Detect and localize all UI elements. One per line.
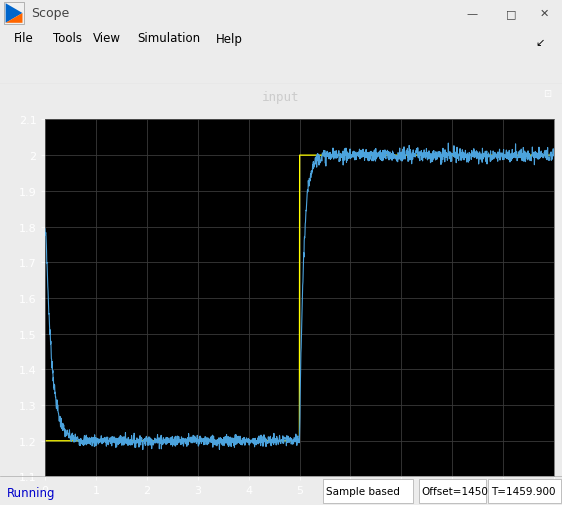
Text: File: File: [14, 32, 34, 45]
Text: ✕: ✕: [540, 9, 549, 19]
Text: ⊡: ⊡: [543, 89, 551, 99]
Text: T=1459.900: T=1459.900: [491, 486, 555, 496]
Text: —: —: [466, 9, 478, 19]
Bar: [323, 479, 413, 502]
Text: Simulation: Simulation: [138, 32, 201, 45]
Text: Tools: Tools: [53, 32, 83, 45]
Polygon shape: [6, 14, 22, 24]
Text: ↙: ↙: [536, 38, 545, 48]
Text: input: input: [262, 91, 300, 104]
Text: Running: Running: [7, 486, 56, 498]
Text: Sample based: Sample based: [326, 486, 400, 496]
Bar: [488, 479, 561, 502]
Bar: [4, 3, 24, 25]
Polygon shape: [6, 4, 22, 24]
Text: Help: Help: [216, 32, 243, 45]
Text: Scope: Scope: [31, 8, 69, 21]
Text: View: View: [93, 32, 121, 45]
Bar: [419, 479, 486, 502]
Text: □: □: [506, 9, 516, 19]
Text: Offset=1450: Offset=1450: [422, 486, 488, 496]
